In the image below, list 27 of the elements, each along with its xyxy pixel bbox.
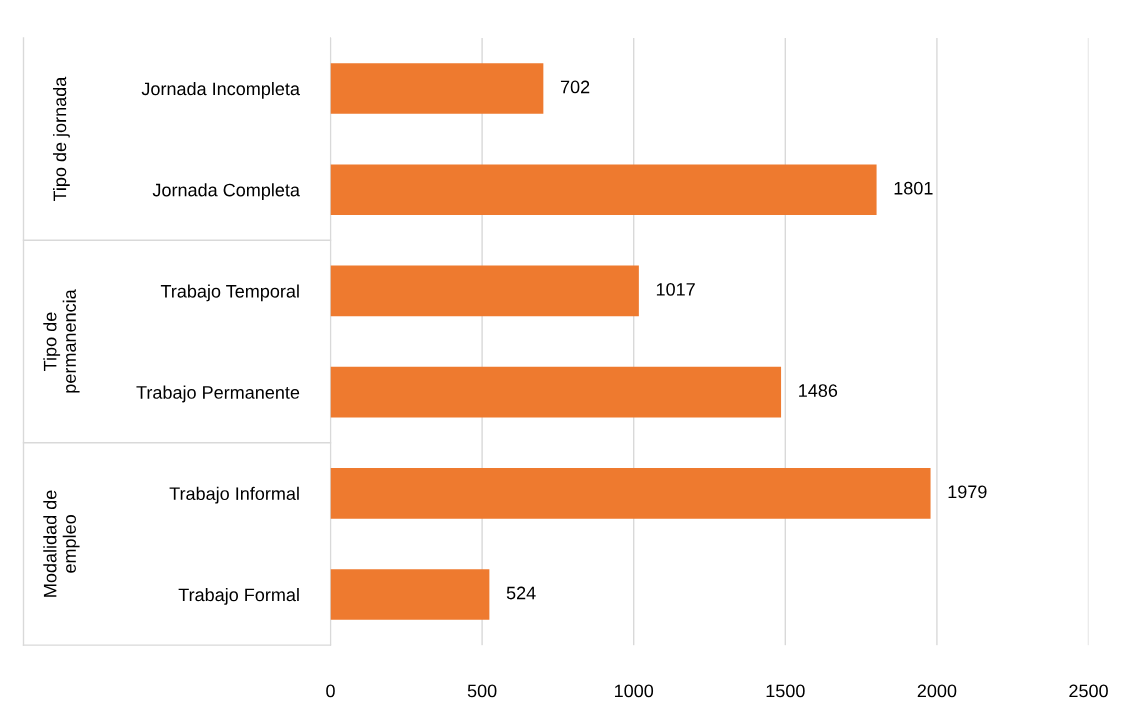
y-tick-label: Jornada Incompleta xyxy=(141,81,300,99)
x-tick-label: 1500 xyxy=(766,684,805,698)
data-label: 1017 xyxy=(656,282,695,296)
y-tick-label: Trabajo Informal xyxy=(169,486,299,504)
bar xyxy=(330,366,782,418)
data-label: 1486 xyxy=(799,384,838,397)
bar xyxy=(330,63,544,114)
bar xyxy=(330,468,931,519)
text: Tipo de permanencia xyxy=(43,289,80,393)
bar xyxy=(330,265,639,317)
text: Modalidad de empleo xyxy=(43,490,80,597)
y-tick-label: Trabajo Formal xyxy=(178,587,299,605)
y-tick-label: Jornada Completa xyxy=(152,183,300,200)
x-tick-label: 1000 xyxy=(615,684,654,698)
x-tick-label: 2000 xyxy=(917,684,957,698)
data-label: 1979 xyxy=(948,485,987,499)
x-tick-label: 500 xyxy=(467,684,497,698)
bar xyxy=(330,569,490,620)
x-tick-label: 2500 xyxy=(1069,684,1108,698)
data-label: 524 xyxy=(506,586,536,600)
y-tick-label: Trabajo Temporal xyxy=(160,284,299,302)
y-tick-label: Trabajo Permanente xyxy=(136,385,300,403)
data-label: 1801 xyxy=(894,181,933,195)
data-label: 702 xyxy=(560,80,590,94)
x-tick-label: 0 xyxy=(326,684,335,698)
bar xyxy=(330,164,877,216)
text: Tipo de jornada xyxy=(52,76,70,202)
